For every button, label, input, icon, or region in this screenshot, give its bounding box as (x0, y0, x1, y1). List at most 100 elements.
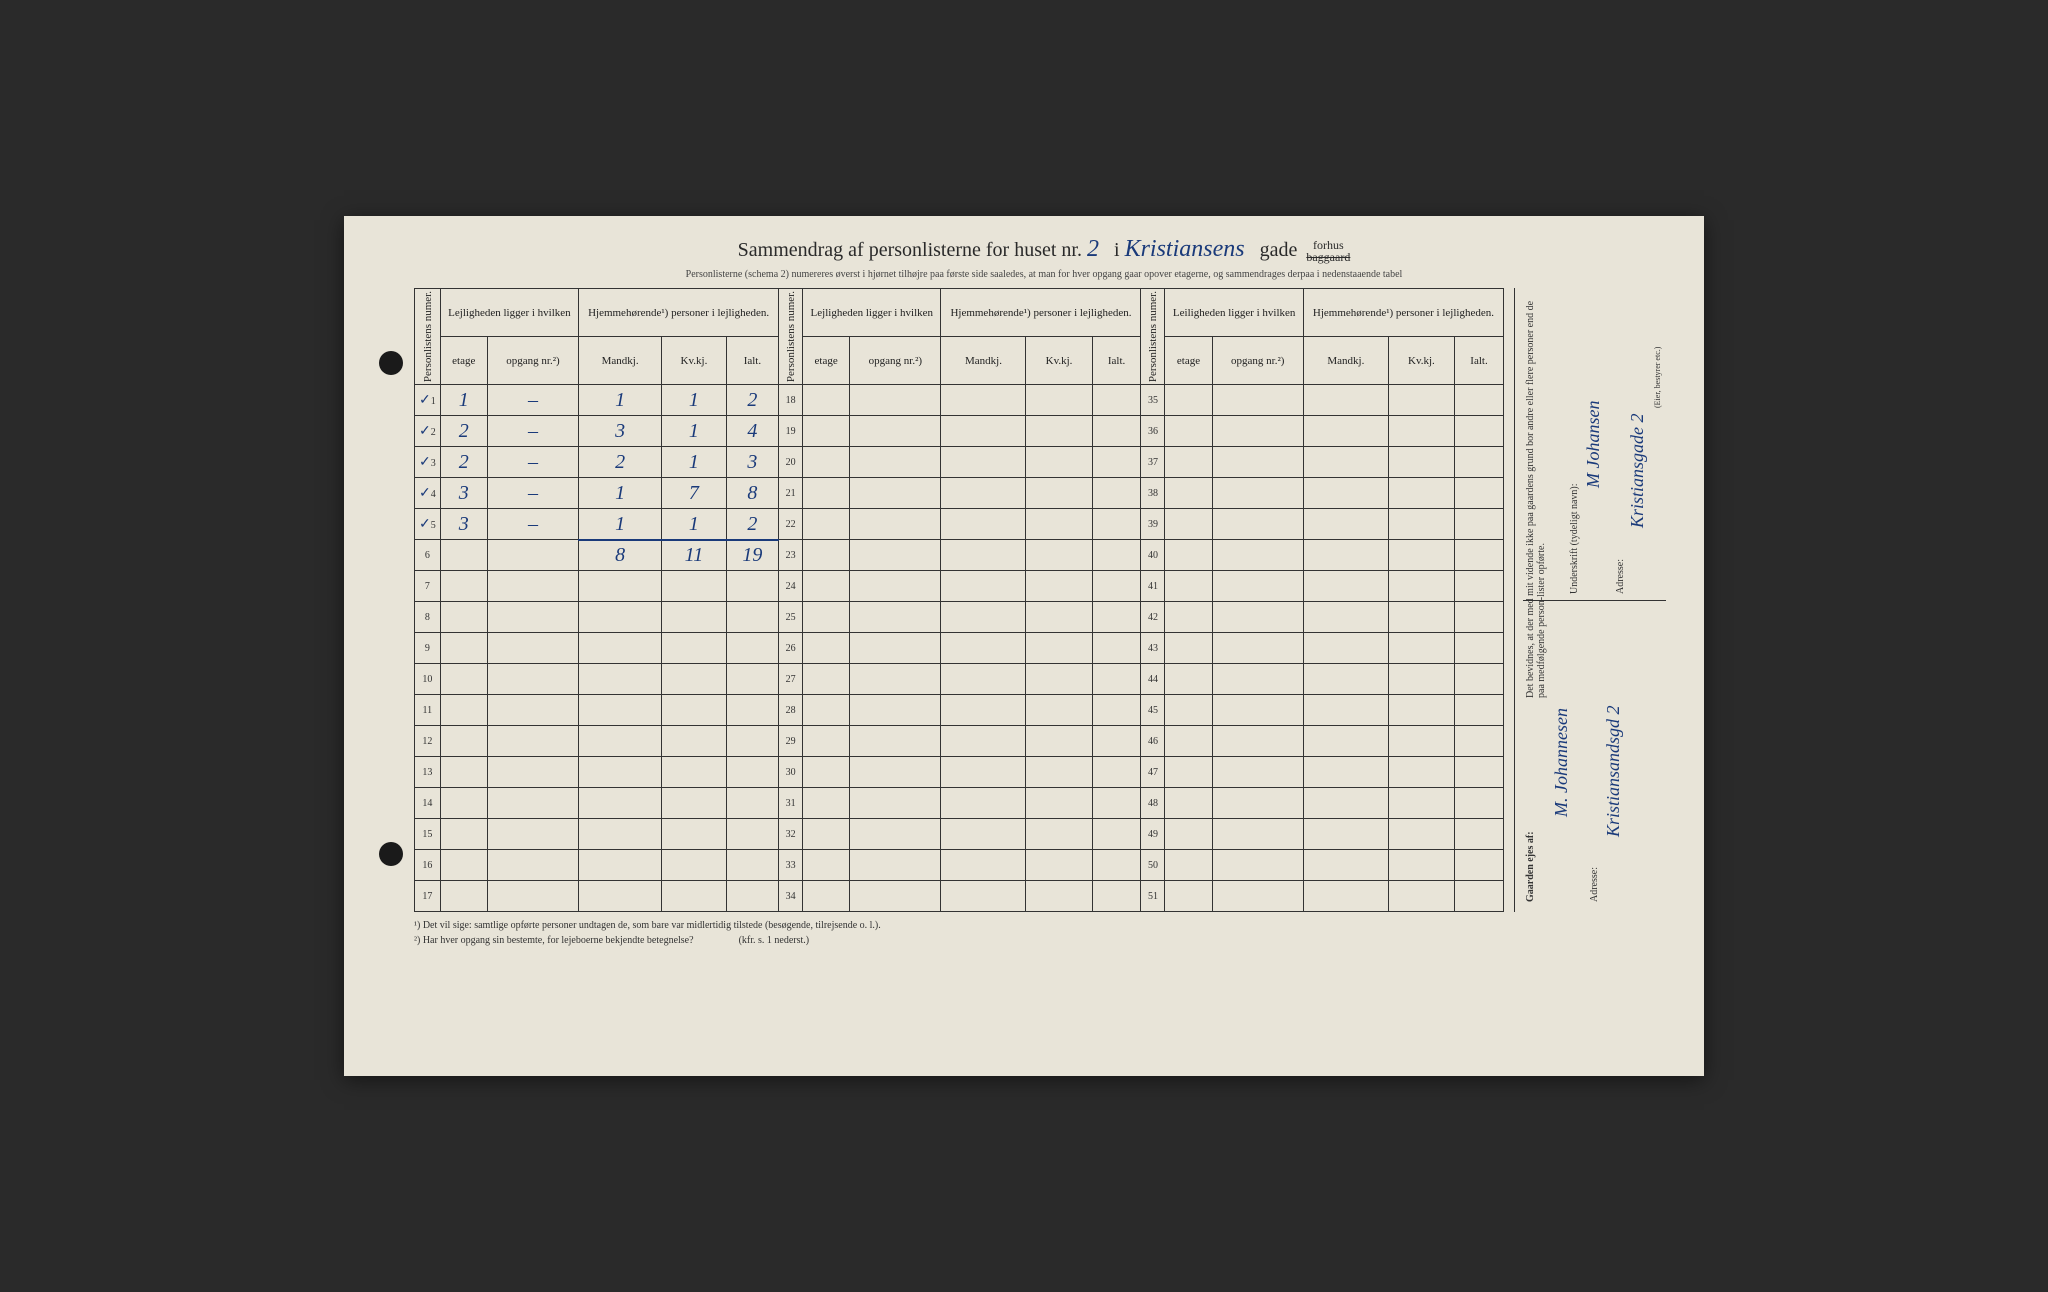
data-cell (1092, 726, 1141, 757)
sidebar-bottom: Gaarden ejes af: M. Johannesen Adresse: … (1523, 607, 1666, 903)
census-table: Personlistens numer. Lejligheden ligger … (414, 288, 1504, 912)
data-cell (1212, 819, 1303, 850)
data-cell (662, 571, 727, 602)
data-cell: 2 (726, 509, 778, 540)
data-cell (1026, 788, 1092, 819)
data-cell (1092, 416, 1141, 447)
data-cell (440, 540, 487, 571)
data-cell (803, 881, 850, 912)
data-cell (662, 664, 727, 695)
data-cell (1212, 447, 1303, 478)
data-cell (1165, 850, 1212, 881)
data-cell (803, 602, 850, 633)
table-row: 112845 (415, 695, 1504, 726)
data-cell: 1 (662, 416, 727, 447)
data-cell: – (487, 447, 578, 478)
col-mandkj-2: Mandkj. (941, 337, 1026, 385)
data-cell: 11 (662, 540, 727, 571)
data-cell (1455, 850, 1504, 881)
address-label: Adresse: (1615, 534, 1626, 594)
col-hjemme-2: Hjemmehørende¹) personer i lejligheden. (941, 289, 1141, 337)
row-number: ✓4 (415, 478, 441, 509)
data-cell (1455, 633, 1504, 664)
data-cell (941, 881, 1026, 912)
footnote-1: ¹) Det vil sige: samtlige opførte person… (414, 920, 1674, 931)
data-cell (1212, 664, 1303, 695)
data-cell (941, 540, 1026, 571)
data-cell (1303, 478, 1388, 509)
col-mandkj-3: Mandkj. (1303, 337, 1388, 385)
data-cell (1212, 850, 1303, 881)
data-cell (803, 788, 850, 819)
data-cell (941, 788, 1026, 819)
data-cell (941, 509, 1026, 540)
data-cell (1303, 788, 1388, 819)
data-cell: 2 (440, 447, 487, 478)
data-cell (941, 478, 1026, 509)
data-cell (487, 664, 578, 695)
data-cell (1303, 602, 1388, 633)
data-cell (1303, 757, 1388, 788)
data-cell (662, 850, 727, 881)
data-cell (440, 726, 487, 757)
row-number: 42 (1141, 602, 1165, 633)
row-number: 11 (415, 695, 441, 726)
data-cell (1026, 447, 1092, 478)
data-cell (1303, 385, 1388, 416)
data-cell (579, 757, 662, 788)
subheader-text: Personlisterne (schema 2) numereres øver… (414, 269, 1674, 280)
data-cell (1165, 695, 1212, 726)
data-cell (1092, 540, 1141, 571)
data-cell (1455, 757, 1504, 788)
header-suffix: gade (1260, 239, 1298, 261)
data-cell (1388, 509, 1454, 540)
data-cell (1092, 447, 1141, 478)
data-cell (1303, 695, 1388, 726)
data-cell (1303, 509, 1388, 540)
data-cell (726, 633, 778, 664)
header-middle: i (1114, 239, 1120, 261)
data-cell (487, 788, 578, 819)
data-cell (1388, 447, 1454, 478)
row-number: 50 (1141, 850, 1165, 881)
row-number: 48 (1141, 788, 1165, 819)
data-cell (487, 540, 578, 571)
data-cell (1303, 664, 1388, 695)
data-cell (662, 602, 727, 633)
owner-name: M. Johannesen (1551, 617, 1572, 817)
data-cell (1165, 633, 1212, 664)
data-cell (1026, 509, 1092, 540)
data-cell (941, 695, 1026, 726)
row-number: 24 (779, 571, 803, 602)
row-number: 46 (1141, 726, 1165, 757)
signature-label: Underskrift (tydeligt navn): (1569, 394, 1580, 594)
data-cell (1026, 881, 1092, 912)
col-hjemme-1: Hjemmehørende¹) personer i lejligheden. (579, 289, 779, 337)
owner-addr: Kristiansandsgd 2 (1603, 617, 1624, 837)
data-cell (1455, 819, 1504, 850)
row-number: 36 (1141, 416, 1165, 447)
data-cell (803, 385, 850, 416)
data-cell (850, 726, 941, 757)
data-cell (1092, 788, 1141, 819)
col-leiligheden-3: Leiligheden ligger i hvilken (1165, 289, 1303, 337)
data-cell (726, 726, 778, 757)
data-cell (941, 571, 1026, 602)
data-cell (726, 881, 778, 912)
row-number: 18 (779, 385, 803, 416)
col-opgang-2: opgang nr.²) (850, 337, 941, 385)
data-cell: 2 (579, 447, 662, 478)
data-cell (1212, 540, 1303, 571)
data-cell (803, 571, 850, 602)
data-cell (1026, 695, 1092, 726)
data-cell (662, 788, 727, 819)
data-cell (579, 788, 662, 819)
data-cell (1092, 385, 1141, 416)
street-name: Kristiansens (1125, 236, 1245, 262)
data-cell (1165, 664, 1212, 695)
data-cell (1026, 602, 1092, 633)
data-cell (803, 664, 850, 695)
data-cell (1303, 540, 1388, 571)
data-cell: 19 (726, 540, 778, 571)
row-number: 19 (779, 416, 803, 447)
